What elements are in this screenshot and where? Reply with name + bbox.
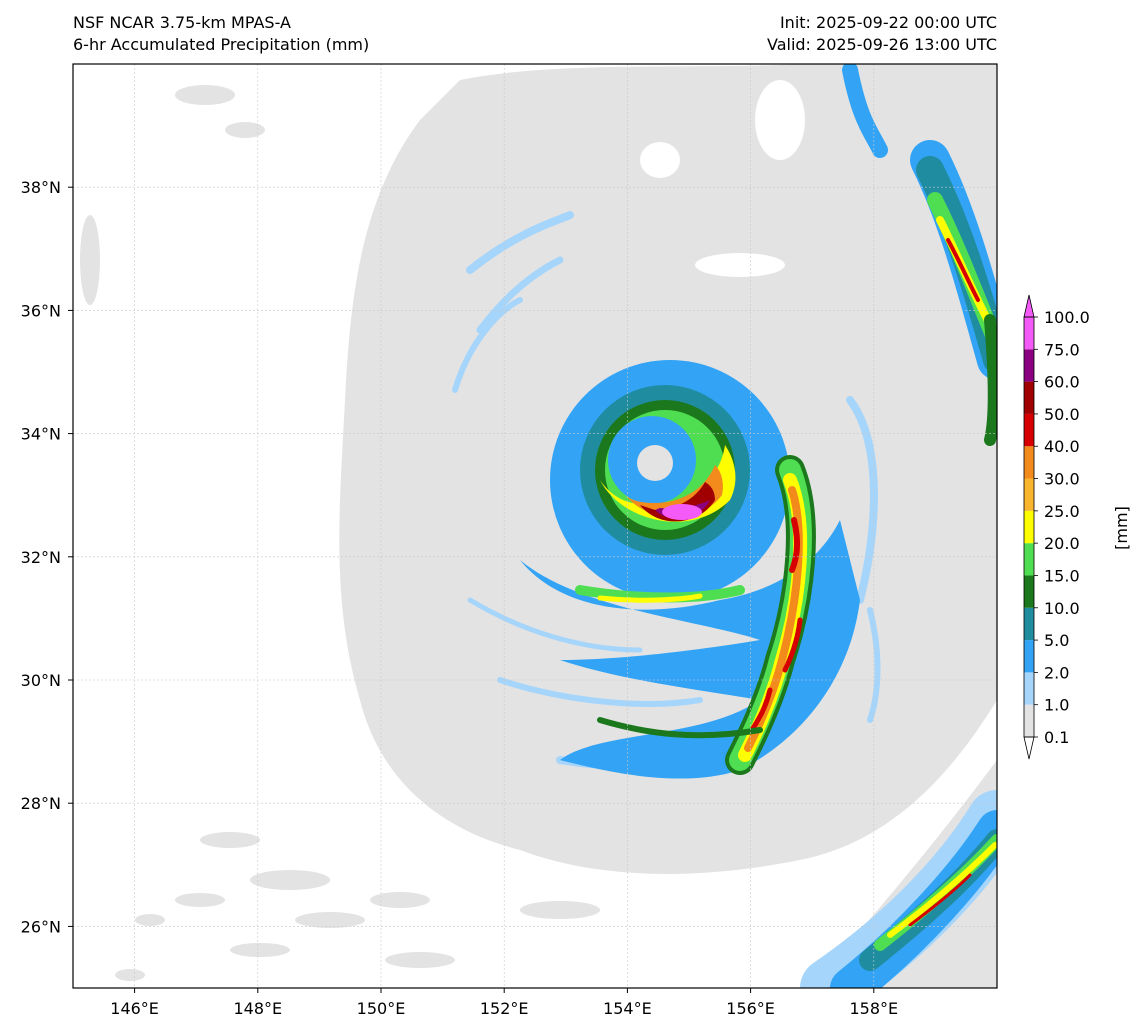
lat-tick-label: 34°N	[21, 425, 61, 444]
colorbar-level-label: 15.0	[1044, 566, 1080, 585]
colorbar-swatch	[1024, 446, 1034, 479]
colorbar-level-label: 0.1	[1044, 728, 1069, 747]
lat-tick-label: 38°N	[21, 178, 61, 197]
lon-tick-label: 154°E	[603, 999, 652, 1018]
rainband-northeast	[842, 64, 997, 446]
colorbar-level-label: 1.0	[1044, 696, 1069, 715]
gridlines	[73, 64, 997, 988]
init-time: Init: 2025-09-22 00:00 UTC	[779, 13, 997, 32]
colorbar-max-extension	[1023, 294, 1035, 318]
lon-tick-label: 150°E	[357, 999, 406, 1018]
lat-tick-label: 28°N	[21, 794, 61, 813]
colorbar-unit-label: [mm]	[1112, 506, 1131, 550]
precip-patches	[80, 85, 600, 981]
colorbar-level-label: 30.0	[1044, 470, 1080, 489]
colorbar-swatch	[1024, 317, 1034, 350]
cyclone-eye	[637, 445, 673, 481]
lon-tick-label: 156°E	[726, 999, 775, 1018]
colorbar-swatch	[1024, 672, 1034, 705]
colorbar-swatch	[1024, 543, 1034, 576]
colorbar-swatch	[1024, 478, 1034, 511]
precip-light-se	[810, 760, 997, 988]
colorbar: 0.1 1.0 2.0 5.0 10.0 15.0 20.0 25.0 30.0 40.0 50.0…	[1023, 294, 1090, 760]
colorbar-swatch	[1024, 413, 1034, 447]
lat-tick-label: 26°N	[21, 917, 61, 936]
map-frame	[72, 63, 998, 989]
lat-tick-label: 30°N	[21, 671, 61, 690]
valid-time: Valid: 2025-09-26 13:00 UTC	[766, 35, 997, 54]
colorbar-level-label: 60.0	[1044, 373, 1080, 392]
header-right: Init: 2025-09-22 00:00 UTC Valid: 2025-0…	[767, 12, 997, 56]
colorbar-level-label: 5.0	[1044, 631, 1069, 650]
model-title: NSF NCAR 3.75-km MPAS-A	[73, 13, 291, 32]
colorbar-swatch	[1024, 575, 1034, 608]
colorbar-swatch	[1024, 510, 1034, 544]
colorbar-swatch	[1024, 704, 1034, 737]
precip-field	[80, 64, 997, 988]
axis-ticks: 146°E 148°E 150°E 152°E 154°E 156°E 158°E 26°N 2…	[21, 178, 898, 1018]
colorbar-level-label: 100.0	[1044, 308, 1090, 327]
field-title: 6-hr Accumulated Precipitation (mm)	[73, 35, 370, 54]
lat-tick-label: 36°N	[21, 301, 61, 320]
colorbar-min-extension	[1023, 736, 1035, 760]
rainband-southeast	[800, 790, 997, 988]
lat-tick-label: 32°N	[21, 548, 61, 567]
colorbar-frame	[1023, 316, 1035, 738]
colorbar-level-label: 20.0	[1044, 534, 1080, 553]
colorbar-swatch	[1024, 607, 1034, 641]
eyewall-max	[662, 504, 702, 520]
lon-tick-label: 152°E	[480, 999, 529, 1018]
header-left: NSF NCAR 3.75-km MPAS-A 6-hr Accumulated…	[73, 12, 369, 56]
colorbar-level-label: 40.0	[1044, 437, 1080, 456]
colorbar-level-label: 10.0	[1044, 599, 1080, 618]
colorbar-level-label: 25.0	[1044, 502, 1080, 521]
rainband-heavy	[575, 455, 816, 775]
colorbar-swatch	[1024, 640, 1034, 673]
colorbar-swatch	[1024, 349, 1034, 382]
precip-gaps	[640, 80, 805, 277]
colorbar-swatch	[1024, 381, 1034, 414]
colorbar-level-label: 2.0	[1044, 663, 1069, 682]
colorbar-level-label: 75.0	[1044, 340, 1080, 359]
lon-tick-label: 146°E	[110, 999, 159, 1018]
lon-tick-label: 158°E	[849, 999, 898, 1018]
colorbar-level-label: 50.0	[1044, 405, 1080, 424]
lon-tick-label: 148°E	[233, 999, 282, 1018]
